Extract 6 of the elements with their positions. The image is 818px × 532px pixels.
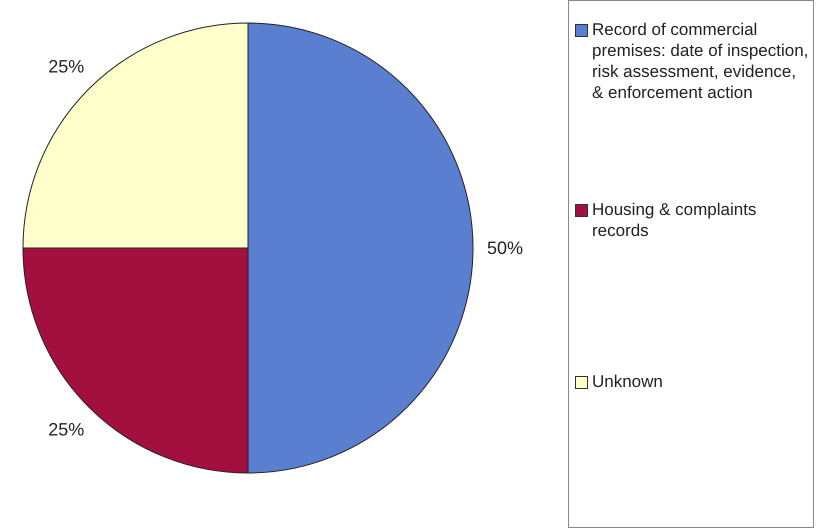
legend-label: Record of commercial premises: date of inspection, risk assessment, evidence, & enforcement action [592,19,809,103]
data-label: 50% [486,238,524,258]
legend-label: Housing & complaints records [592,199,758,241]
data-label: 25% [48,420,84,440]
legend-label: Unknown [592,371,663,392]
data-label: 25% [48,56,84,76]
